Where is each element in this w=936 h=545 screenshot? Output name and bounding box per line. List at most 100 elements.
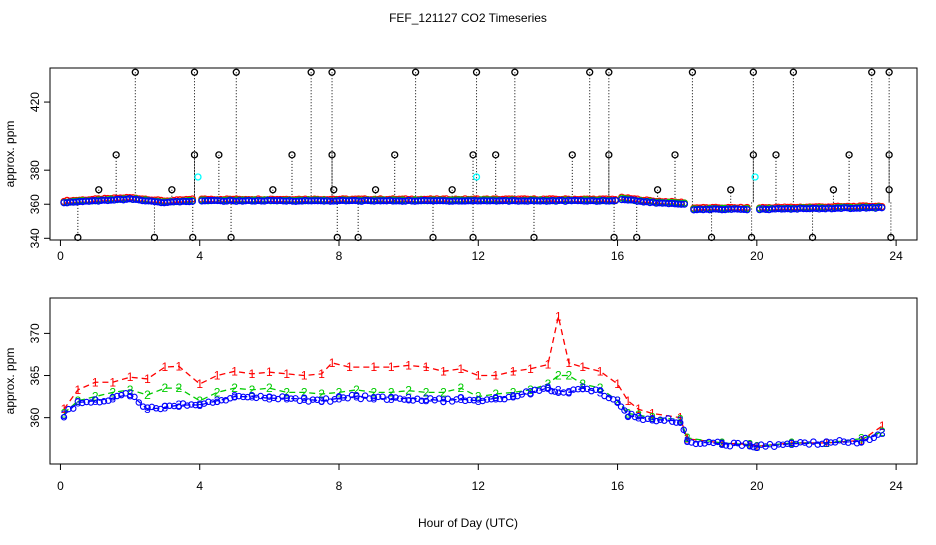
- top-outlier-high: [328, 68, 336, 76]
- top-outlier-high: [789, 68, 798, 76]
- bottom-blue-marker: [805, 441, 813, 448]
- bottom-blue-marker: [621, 407, 628, 414]
- bottom-series-label-1: 1: [788, 436, 795, 450]
- bottom-blue-marker: [635, 412, 642, 420]
- top-outlier-high: [605, 68, 613, 76]
- bottom-series-label-2: 2: [527, 383, 534, 397]
- bottom-blue-marker: [318, 398, 325, 405]
- bottom-blue-marker: [396, 395, 404, 402]
- bottom-series-label-1: 1: [858, 433, 865, 447]
- bottom-series-label-2: 2: [75, 394, 82, 408]
- bottom-blue-marker: [348, 391, 356, 399]
- bottom-series-label-1: 1: [318, 367, 325, 381]
- top-baseline-point: [188, 197, 197, 205]
- bottom-series-label-3: 3: [61, 408, 68, 422]
- bottom-series-label-1: 1: [346, 360, 353, 374]
- bottom-series-label-3: 3: [283, 391, 290, 405]
- bottom-blue-marker: [827, 439, 835, 446]
- bottom-blue-marker: [340, 394, 347, 401]
- top-baseline-point: [878, 204, 886, 212]
- bottom-series-label-1: 1: [423, 360, 430, 374]
- top-outlier-mid: [328, 151, 336, 159]
- bottom-blue-marker: [379, 393, 386, 400]
- top-outlier-low: [371, 186, 380, 194]
- bottom-blue-marker: [574, 385, 582, 393]
- top-x-tick-label: 16: [611, 249, 625, 263]
- bottom-blue-marker: [579, 385, 586, 393]
- top-plot-frame: [49, 67, 918, 241]
- bottom-y-axis-label: approx. ppm: [3, 348, 17, 415]
- top-baseline-point: [743, 206, 751, 214]
- bottom-blue-marker: [353, 392, 360, 400]
- bottom-series-label-3: 3: [879, 426, 886, 440]
- bottom-blue-marker: [676, 419, 684, 426]
- bottom-blue-marker: [672, 419, 680, 426]
- bottom-series-label-3: 3: [214, 394, 221, 408]
- bottom-series-label-2: 2: [492, 387, 499, 401]
- bottom-blue-marker: [78, 399, 86, 407]
- bottom-blue-marker: [331, 395, 338, 403]
- bottom-blue-marker: [244, 393, 251, 401]
- top-outlier-bottom: [469, 233, 477, 242]
- top-y-tick-label: 360: [28, 194, 42, 214]
- bottom-blue-marker: [840, 438, 848, 445]
- bottom-blue-marker: [209, 399, 217, 406]
- bottom-blue-marker: [279, 393, 286, 400]
- top-outlier-bottom: [429, 233, 437, 242]
- bottom-blue-marker: [361, 392, 369, 399]
- bottom-series-label-1: 1: [747, 438, 754, 452]
- bottom-blue-marker: [644, 415, 651, 423]
- bottom-blue-marker: [157, 405, 164, 413]
- bottom-blue-marker: [131, 393, 138, 401]
- bottom-series-label-1: 1: [555, 310, 562, 324]
- bottom-blue-marker: [483, 396, 491, 403]
- bottom-blue-marker: [609, 396, 617, 403]
- bottom-series-label-1: 1: [597, 364, 604, 378]
- bottom-blue-marker: [287, 395, 295, 402]
- bottom-y-tick-label: 365: [28, 365, 42, 385]
- bottom-blue-marker: [322, 395, 330, 402]
- bottom-blue-marker: [152, 405, 160, 412]
- bottom-series-label-1: 1: [370, 360, 377, 374]
- bottom-x-tick-label: 8: [336, 479, 343, 493]
- bottom-blue-marker: [726, 442, 734, 450]
- bottom-series-label-1: 1: [879, 419, 886, 433]
- bottom-series-label-1: 1: [753, 439, 760, 453]
- top-outlier-high: [190, 68, 199, 76]
- top-outlier-bottom: [633, 233, 641, 242]
- top-outlier-high: [688, 68, 697, 76]
- bottom-blue-marker: [669, 418, 676, 425]
- bottom-blue-marker: [614, 399, 621, 406]
- bottom-series-label-2: 2: [127, 383, 134, 397]
- top-baseline-point: [677, 200, 685, 208]
- bottom-series-label-1: 1: [109, 375, 116, 389]
- bottom-blue-marker: [540, 385, 547, 392]
- bottom-blue-marker: [188, 401, 195, 408]
- top-outlier-mid: [112, 151, 120, 159]
- bottom-series-label-3: 3: [175, 398, 182, 412]
- bottom-series-label-1: 1: [458, 362, 465, 376]
- bottom-series-label-2: 2: [625, 406, 632, 420]
- bottom-series-label-1: 1: [405, 358, 412, 372]
- top-outlier-high: [511, 68, 519, 76]
- bottom-blue-marker: [235, 392, 243, 400]
- bottom-blue-marker: [231, 393, 238, 401]
- x-axis-label: Hour of Day (UTC): [418, 516, 518, 530]
- bottom-series-label-2: 2: [214, 385, 221, 399]
- bottom-x-tick-label: 4: [196, 479, 203, 493]
- bottom-series-label-2: 2: [353, 383, 360, 397]
- bottom-blue-marker: [148, 403, 156, 411]
- top-outlier-high: [232, 68, 240, 76]
- bottom-series-label-1: 1: [649, 406, 656, 420]
- bottom-series-label-3: 3: [684, 434, 691, 448]
- bottom-blue-marker: [696, 440, 704, 448]
- top-outlier-bottom: [354, 233, 362, 242]
- bottom-series-label-1: 1: [475, 369, 482, 383]
- top-outlier-bottom: [610, 233, 618, 242]
- bottom-series-label-1: 1: [614, 377, 621, 391]
- bottom-series-label-1: 1: [492, 369, 499, 383]
- bottom-blue-marker: [100, 398, 108, 405]
- bottom-plot-frame: [49, 297, 918, 465]
- bottom-series-label-1: 1: [92, 375, 99, 389]
- bottom-blue-marker: [261, 394, 269, 402]
